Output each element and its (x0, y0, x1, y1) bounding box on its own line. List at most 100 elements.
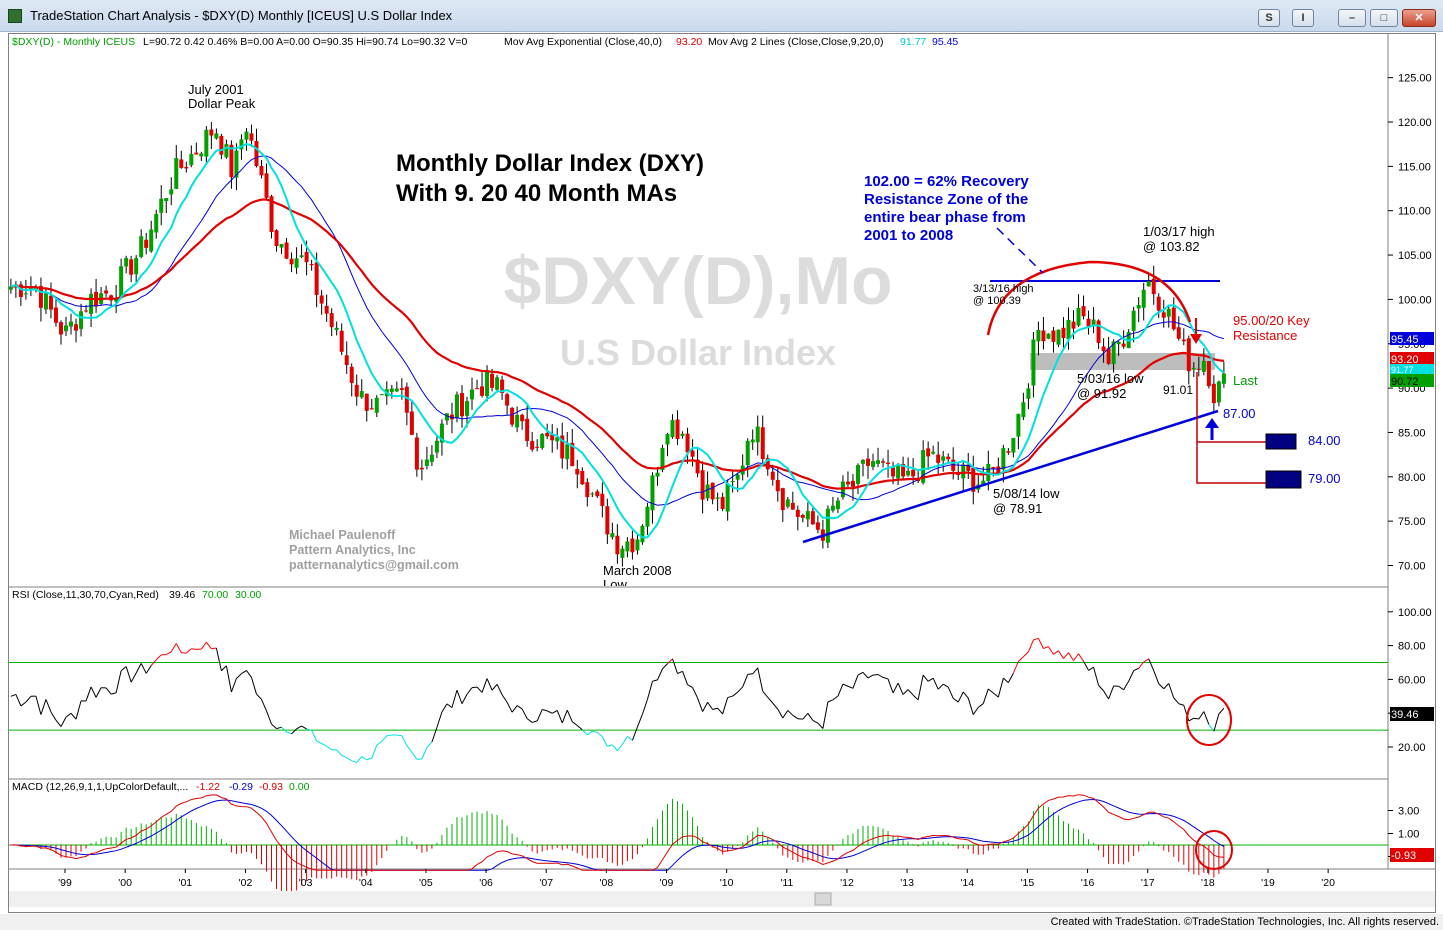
rsi-segment (667, 658, 673, 664)
macd-line (10, 794, 1224, 871)
symbol-button[interactable]: S (1258, 9, 1280, 27)
candle-down (18, 284, 23, 298)
rsi-segment (952, 697, 959, 703)
chart-window[interactable] (8, 33, 1436, 913)
rsi-segment (215, 647, 222, 671)
rsi-segment (692, 687, 699, 699)
rsi-segment (782, 710, 789, 719)
candle-up (485, 371, 490, 397)
rsi-segment (942, 683, 949, 688)
candle-down (605, 506, 610, 535)
maximize-icon[interactable]: □ (1370, 9, 1398, 27)
rsi-segment (70, 712, 77, 720)
candle-up (1046, 333, 1051, 339)
rsi-segment (551, 710, 558, 714)
time-tick-label: '17 (1141, 877, 1155, 889)
rsi-segment (611, 744, 618, 752)
rsi-segment (967, 697, 974, 715)
rsi-segment (972, 707, 979, 715)
candle-down (1161, 312, 1166, 318)
time-tick-label: '08 (600, 877, 614, 889)
candle-up (986, 463, 991, 481)
rsi-segment (246, 670, 252, 678)
candle-down (810, 511, 815, 525)
rsi-segment (511, 705, 518, 713)
rsi-segment (1163, 683, 1170, 690)
candle-down (104, 290, 109, 294)
rsi-segment (110, 692, 117, 695)
rsi-segment (1027, 639, 1034, 653)
time-tick-label: '02 (239, 877, 253, 889)
rsi-segment (1138, 661, 1145, 669)
candle-up (665, 434, 670, 445)
rsi-segment (817, 722, 824, 729)
candle-up (860, 459, 865, 464)
rsi-segment (792, 714, 799, 720)
rsi-segment (592, 730, 598, 733)
candle-up (389, 388, 394, 392)
scrollbar-thumb[interactable] (814, 892, 832, 906)
rsi-segment (230, 678, 237, 693)
rsi-segment (822, 701, 829, 729)
candle-up (379, 394, 384, 396)
rsi-segment (892, 682, 899, 694)
candle-down (700, 470, 705, 500)
candle-up (334, 327, 339, 331)
indicator-button[interactable]: I (1292, 9, 1314, 27)
rsi-segment (882, 676, 889, 680)
rsi-segment (932, 677, 939, 690)
candle-up (1146, 281, 1151, 287)
rsi-segment (1103, 690, 1110, 700)
rsi-segment (607, 744, 613, 747)
candle-down (1051, 330, 1056, 342)
candle-down (74, 324, 79, 331)
candle-up (199, 153, 204, 157)
macd-hist-value: -0.93 (259, 781, 283, 793)
macd-highlight-circle (1195, 830, 1233, 870)
rsi-segment (125, 666, 132, 683)
candle-down (309, 264, 314, 266)
candle-up (439, 423, 444, 443)
rsi-segment (436, 711, 443, 728)
rsi-segment (757, 667, 764, 692)
rsi-segment (702, 702, 709, 712)
candle-up (149, 229, 154, 252)
candle-up (1016, 413, 1021, 437)
rsi-segment (155, 654, 162, 661)
header-ma2-label: Mov Avg 2 Lines (Close,Close,9,20,0) (708, 36, 883, 48)
low-2014-line2: @ 78.91 (993, 501, 1042, 516)
candle-down (364, 393, 369, 411)
candle-up (635, 539, 640, 551)
time-tick-label: '20 (1321, 877, 1335, 889)
rsi-segment (261, 699, 267, 712)
minimize-icon[interactable]: – (1338, 9, 1366, 27)
rsi-segment (266, 710, 272, 725)
rsi-segment (135, 663, 142, 674)
candle-down (630, 538, 635, 553)
candle-up (1001, 448, 1006, 470)
horizontal-scrollbar[interactable] (9, 891, 1435, 907)
candle-up (961, 464, 966, 479)
candle-up (650, 475, 655, 511)
candle-down (194, 152, 199, 155)
close-icon[interactable]: ✕ (1402, 9, 1436, 27)
candle-down (520, 414, 525, 422)
rsi-segment (366, 757, 372, 761)
rsi-segment (672, 658, 679, 674)
candle-down (1211, 383, 1216, 404)
candle-down (349, 366, 354, 383)
ma9-line (10, 142, 1225, 539)
candle-up (69, 321, 74, 327)
rsi-segment (1153, 670, 1160, 684)
candle-down (991, 467, 996, 469)
candle-up (444, 413, 449, 421)
rsi-segment (1218, 707, 1225, 715)
candle-down (866, 458, 871, 466)
time-tick-label: '04 (359, 877, 373, 889)
candle-down (274, 230, 279, 247)
rsi-tick-label: 20.00 (1398, 742, 1426, 754)
candle-up (23, 293, 28, 295)
rsi-segment (1018, 656, 1024, 662)
rsi-segment (616, 743, 623, 752)
